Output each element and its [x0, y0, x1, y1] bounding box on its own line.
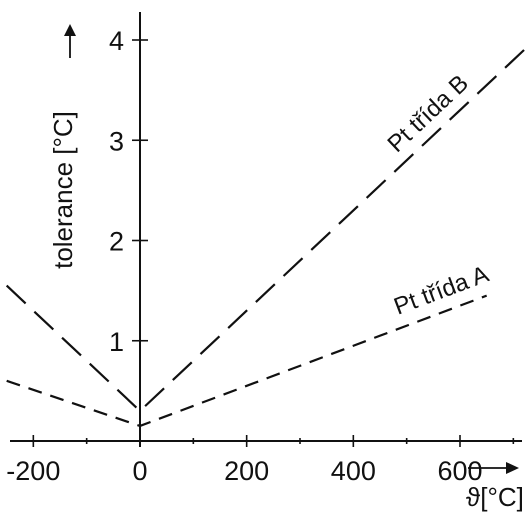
axes [10, 12, 522, 447]
y-tick-label: 2 [109, 227, 124, 257]
y-tick-label: 3 [109, 126, 124, 156]
series-line-class-a [6, 294, 488, 428]
y-tick-label: 1 [109, 327, 124, 357]
x-tick-label: 0 [132, 456, 147, 486]
x-axis-label: ϑ[°C] [466, 482, 524, 512]
y-axis-label-arrow [64, 24, 76, 58]
series-label-class-b: Pt třída B [382, 70, 473, 158]
series-line-class-b [5, 47, 525, 413]
y-axis-label: tolerance [°C] [48, 111, 78, 269]
series-layer [5, 47, 525, 428]
x-tick-label: -200 [6, 456, 60, 486]
x-tick-label: 400 [331, 456, 376, 486]
x-tick-label: 600 [437, 456, 482, 486]
x-tick-label: 200 [224, 456, 269, 486]
y-axis-label-group: tolerance [°C] [48, 111, 78, 269]
x-axis-label-arrow [468, 462, 519, 474]
y-tick-label: 4 [109, 26, 124, 56]
